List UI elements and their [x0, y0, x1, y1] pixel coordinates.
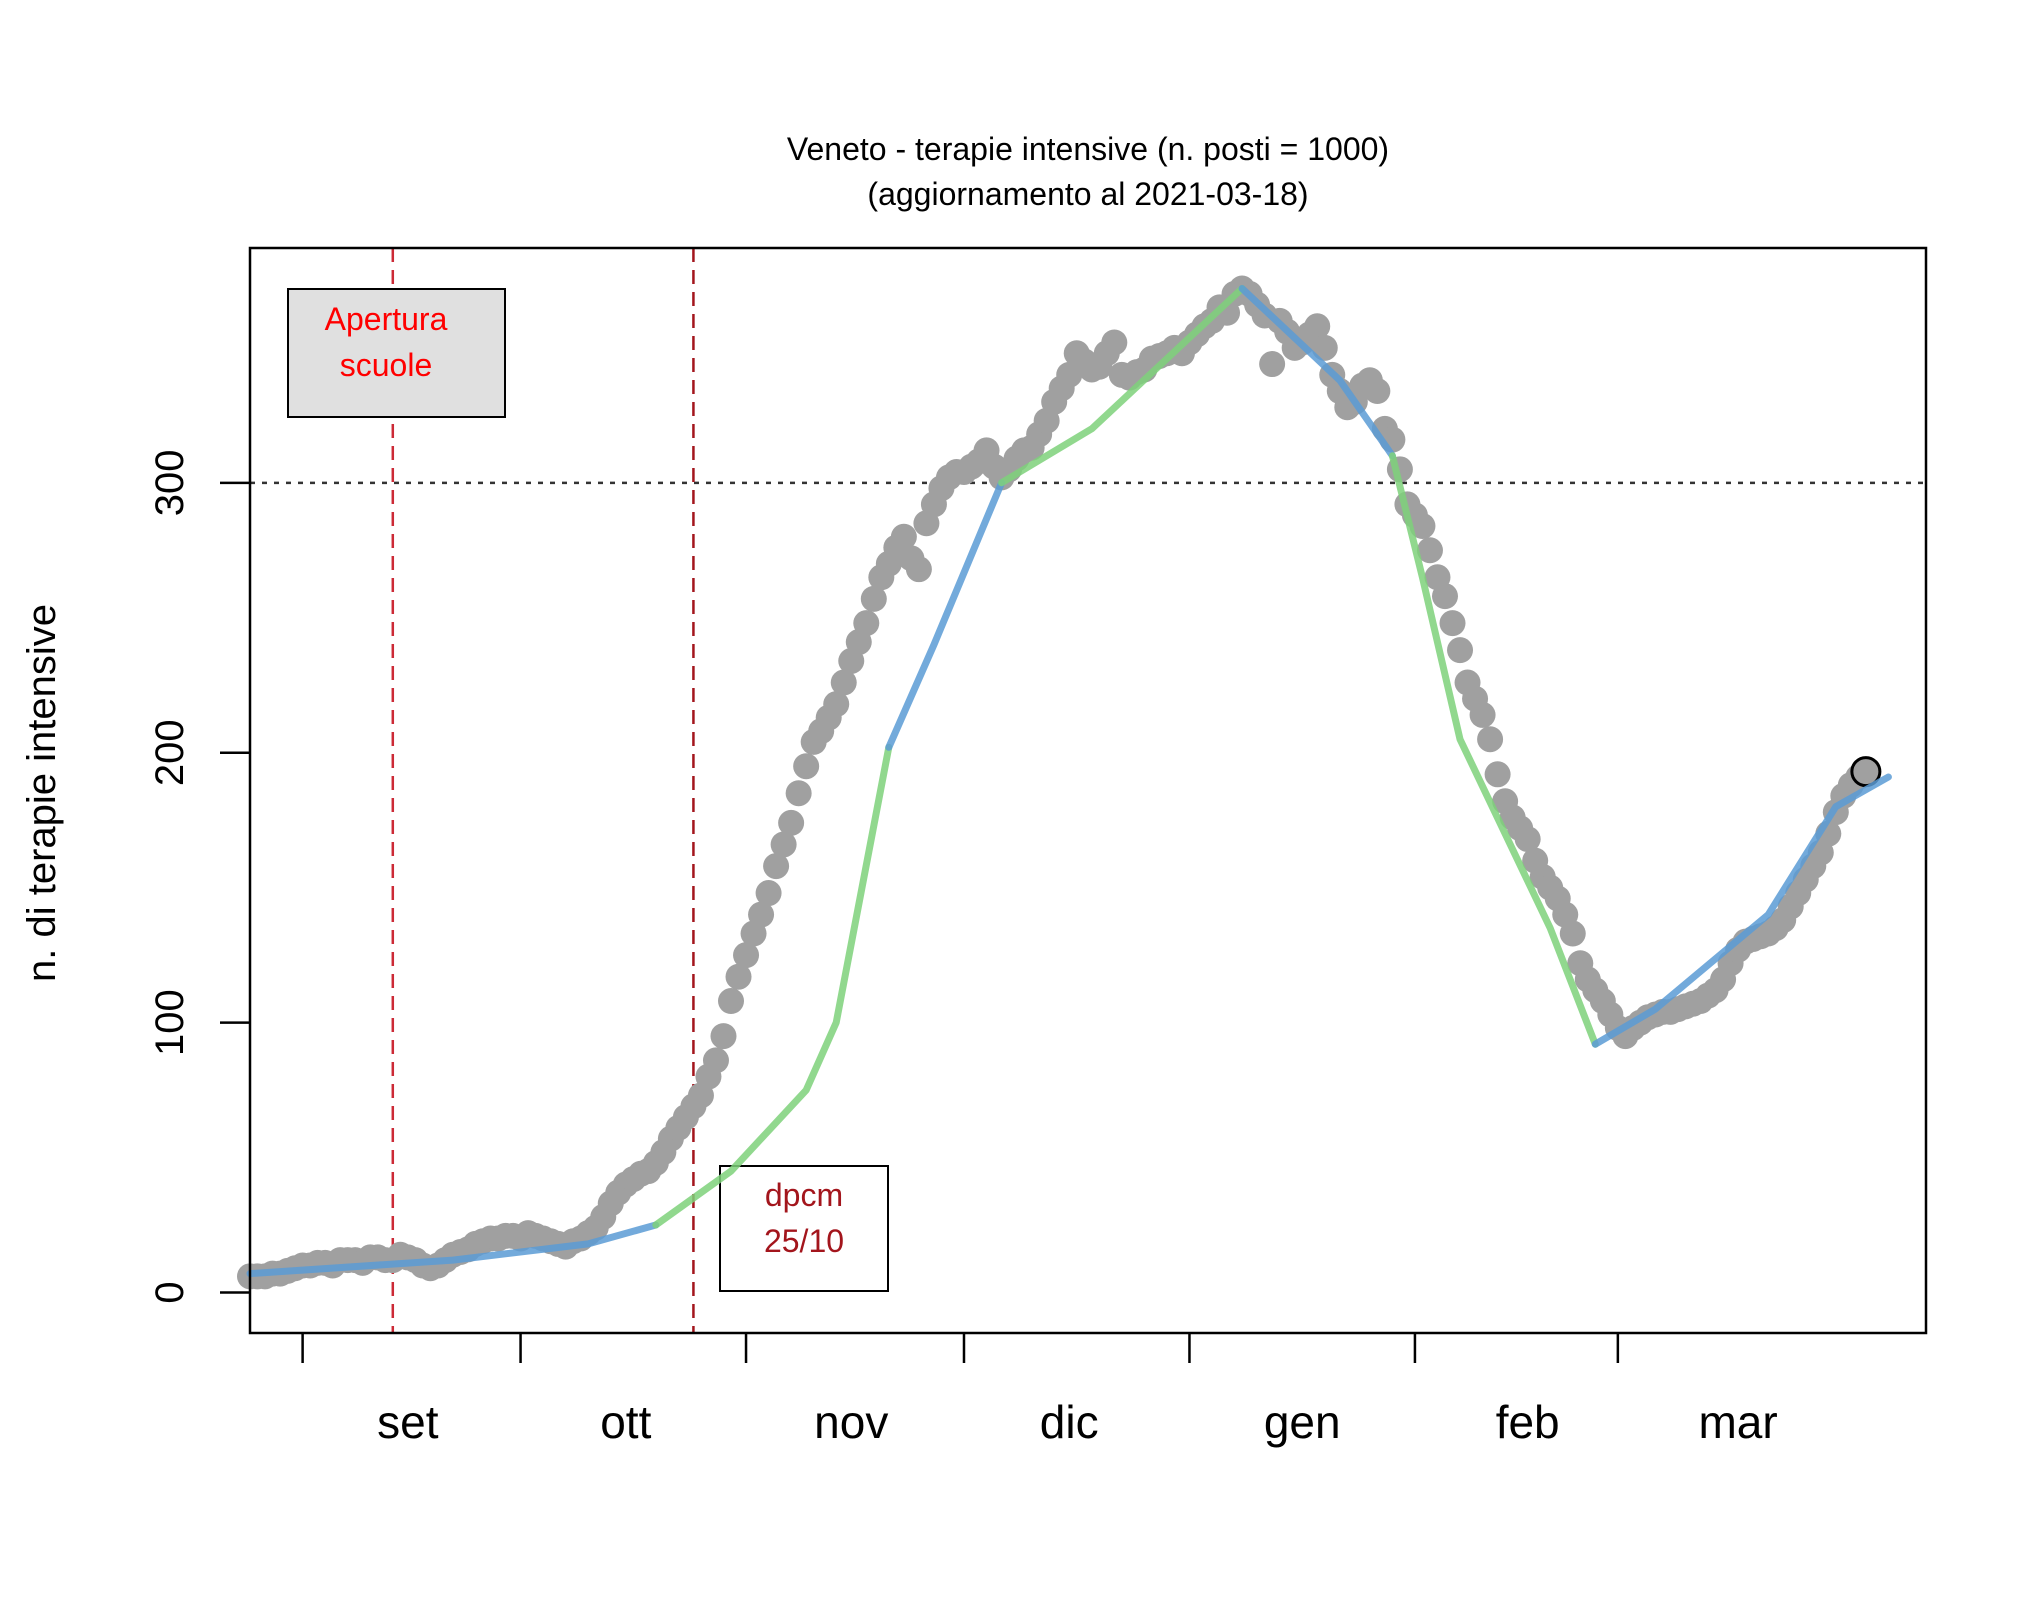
data-point: [853, 610, 880, 637]
data-point: [710, 1023, 737, 1050]
data-point: [785, 780, 812, 807]
data-point: [1484, 761, 1511, 788]
data-point: [1416, 537, 1443, 564]
data-point: [890, 523, 917, 550]
data-point: [702, 1047, 729, 1074]
last-data-point: [1850, 756, 1882, 788]
chart-title-line1: Veneto - terapie intensive (n. posti = 1…: [787, 131, 1389, 167]
data-point: [1364, 378, 1391, 405]
data-point: [1259, 351, 1286, 378]
chart-title-line2: (aggiornamento al 2021-03-18): [867, 176, 1308, 212]
data-point: [748, 901, 775, 928]
x-tick-label-feb: feb: [1496, 1396, 1560, 1448]
trend-segment-4: [1238, 285, 1396, 460]
y-tick-label: 300: [148, 449, 192, 516]
data-point: [1559, 920, 1586, 947]
annotation-box-1: [719, 1165, 889, 1292]
data-point: [725, 963, 752, 990]
data-point: [718, 988, 745, 1015]
data-point: [1409, 512, 1436, 539]
data-point: [733, 942, 760, 969]
data-point: [860, 585, 887, 612]
x-tick-label-mar: mar: [1698, 1396, 1777, 1448]
data-point: [1304, 313, 1331, 340]
data-point: [793, 753, 820, 780]
data-point: [1311, 334, 1338, 361]
data-point: [763, 853, 790, 880]
trend-segment-0: [246, 1221, 660, 1278]
data-point: [755, 880, 782, 907]
annotation-text: 25/10: [764, 1223, 844, 1259]
data-point: [1447, 637, 1474, 664]
data-point: [1469, 701, 1496, 728]
annotation-text: Apertura: [325, 301, 448, 337]
x-tick-label-dic: dic: [1040, 1396, 1099, 1448]
trend-segment-3: [998, 285, 1246, 487]
annotation-text: scuole: [340, 347, 433, 383]
trend-segment-1: [652, 743, 893, 1229]
x-tick-label-ott: ott: [600, 1396, 651, 1448]
annotation-box-0: [287, 288, 506, 418]
data-point: [823, 691, 850, 718]
y-tick-label: 0: [148, 1281, 192, 1303]
trend-segment-5: [1388, 452, 1599, 1048]
data-point: [770, 831, 797, 858]
trend-segment-6: [1591, 773, 1892, 1048]
data-point: [905, 556, 932, 583]
data-point: [1101, 329, 1128, 356]
y-tick-label: 100: [148, 989, 192, 1056]
x-tick-label-set: set: [377, 1396, 439, 1448]
x-tick-label-nov: nov: [814, 1396, 888, 1448]
annotation-text: dpcm: [765, 1177, 843, 1213]
data-point: [1514, 826, 1541, 853]
data-point: [1477, 726, 1504, 753]
y-tick-label: 200: [148, 719, 192, 786]
data-point: [1431, 583, 1458, 610]
y-axis-label: n. di terapie intensive: [20, 604, 64, 982]
x-tick-label-gen: gen: [1264, 1396, 1341, 1448]
trend-segment-2: [885, 479, 1006, 751]
data-point: [1439, 610, 1466, 637]
data-point: [778, 809, 805, 836]
data-point: [830, 669, 857, 696]
plot-frame: [248, 246, 1928, 1335]
